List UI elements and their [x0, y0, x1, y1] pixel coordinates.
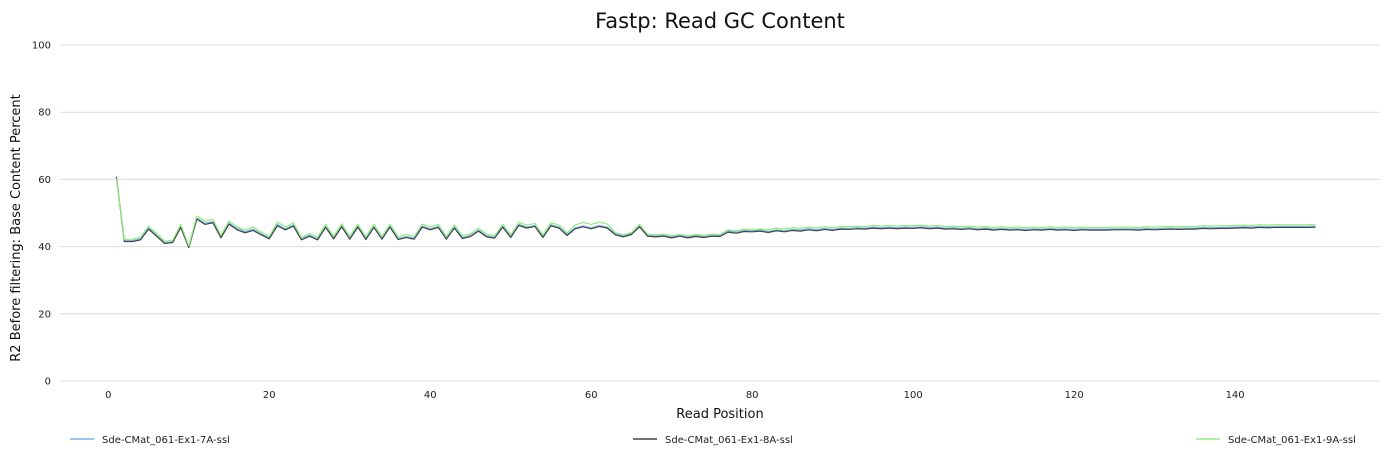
- grid-lines: [60, 44, 1380, 382]
- y-tick-label: 0: [45, 377, 51, 388]
- y-axis-label: R2 Before filtering: Base Content Percen…: [9, 94, 24, 361]
- x-axis-label: Read Position: [676, 407, 763, 422]
- series-lines: [115, 176, 1316, 249]
- x-tick-label: 140: [1226, 390, 1245, 401]
- y-tick-label: 100: [32, 41, 51, 52]
- legend-item-3[interactable]: Sde-CMat_061-Ex1-9A-ssl: [1196, 435, 1356, 446]
- legend-item-2[interactable]: Sde-CMat_061-Ex1-8A-ssl: [633, 435, 793, 446]
- legend-label: Sde-CMat_061-Ex1-8A-ssl: [665, 435, 793, 446]
- legend-label: Sde-CMat_061-Ex1-9A-ssl: [1228, 435, 1356, 446]
- chart-title: Fastp: Read GC Content: [595, 9, 845, 33]
- x-tick-label: 80: [746, 390, 759, 401]
- legend: Sde-CMat_061-Ex1-7A-ssl Sde-CMat_061-Ex1-…: [70, 435, 1356, 446]
- x-axis-ticks: 0 20 40 60 80 100 120 140: [105, 390, 1245, 401]
- y-tick-label: 80: [38, 108, 51, 119]
- series-line-3: [115, 178, 1316, 247]
- legend-label: Sde-CMat_061-Ex1-7A-ssl: [102, 435, 230, 446]
- x-tick-label: 0: [105, 390, 111, 401]
- y-axis-ticks: 0 20 40 60 80 100: [32, 41, 51, 388]
- legend-item-1[interactable]: Sde-CMat_061-Ex1-7A-ssl: [70, 435, 230, 446]
- x-tick-label: 60: [585, 390, 598, 401]
- y-tick-label: 20: [38, 309, 51, 320]
- x-tick-label: 40: [424, 390, 437, 401]
- series-line-2: [115, 176, 1316, 249]
- x-tick-label: 120: [1065, 390, 1084, 401]
- y-tick-label: 40: [38, 242, 51, 253]
- y-tick-label: 60: [38, 175, 51, 186]
- x-tick-label: 20: [263, 390, 276, 401]
- x-tick-label: 100: [904, 390, 923, 401]
- series-line-1: [115, 177, 1316, 248]
